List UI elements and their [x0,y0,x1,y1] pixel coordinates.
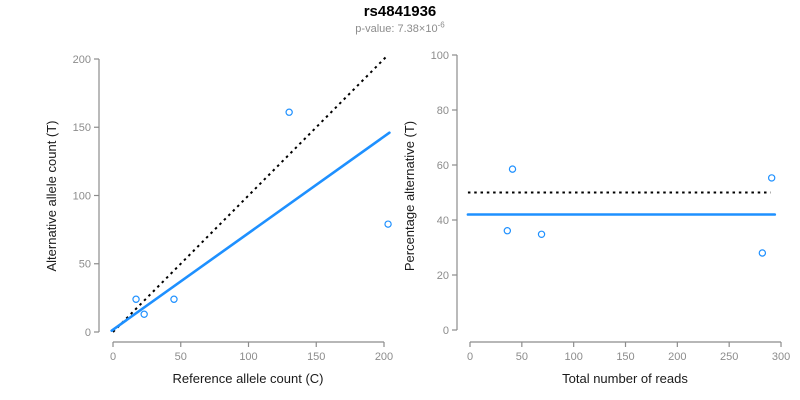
x-tick-label: 200 [375,351,393,363]
x-tick-label: 50 [516,351,528,363]
y-tick-label: 0 [443,325,449,337]
percentage-alternative-plot: 0 20 40 60 80 100 0 50 100 150 200 250 300 Total numb… [402,50,790,386]
y-tick-label: 60 [437,160,449,172]
y-axis-label: Percentage alternative (T) [402,121,417,271]
x-tick-label: 150 [307,351,325,363]
x-axis-label: Total number of reads [562,371,688,386]
x-axis-label: Reference allele count (C) [172,371,323,386]
y-tick-label: 100 [73,190,91,202]
x-tick-label: 150 [616,351,634,363]
data-point [384,220,392,228]
y-tick-label: 150 [73,122,91,134]
y-tick-label: 100 [431,50,449,62]
data-point [767,174,776,182]
regression-line [110,131,391,332]
data-point [140,310,148,318]
y-tick-label: 200 [73,54,91,66]
data-point [508,165,517,173]
x-tick-label: 0 [110,351,116,363]
allele-counts-plot: 0 50 100 150 200 0 50 100 150 200 Reference allele… [44,54,393,386]
data-point [132,295,140,303]
x-tick-label: 50 [175,351,187,363]
y-tick-label: 80 [437,105,449,117]
x-tick-label: 100 [564,351,582,363]
x-tick-label: 0 [467,351,473,363]
y-tick-label: 50 [79,259,91,271]
x-tick-label: 100 [239,351,257,363]
identity-line [112,54,389,333]
data-point [758,249,767,257]
data-point [285,108,293,116]
x-tick-label: 300 [772,351,790,363]
y-tick-label: 20 [437,270,449,282]
data-point [170,295,178,303]
y-axis-label: Alternative allele count (T) [44,120,59,271]
x-tick-label: 250 [720,351,738,363]
data-point [503,227,512,235]
y-tick-label: 0 [85,327,91,339]
y-tick-label: 40 [437,215,449,227]
data-point [537,230,546,238]
x-tick-label: 200 [668,351,686,363]
